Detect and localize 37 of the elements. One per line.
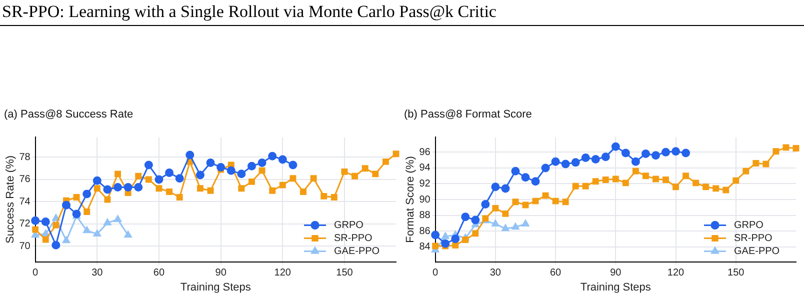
y-axis-title: Format Score (%) bbox=[404, 156, 417, 243]
x-tick-label: 90 bbox=[610, 268, 622, 279]
chart-title: (a) Pass@8 Success Rate bbox=[4, 108, 134, 121]
x-tick-label: 30 bbox=[92, 268, 104, 279]
y-tick-label: 70 bbox=[19, 240, 31, 252]
y-tick-label: 92 bbox=[419, 178, 431, 190]
x-axis-title: Training Steps bbox=[180, 281, 252, 294]
x-tick-label: 0 bbox=[432, 268, 439, 279]
y-tick-label: 84 bbox=[419, 242, 431, 253]
y-tick-label: 78 bbox=[19, 152, 31, 163]
x-tick-label: 150 bbox=[336, 268, 354, 279]
y-tick-label: 96 bbox=[419, 146, 431, 158]
x-tick-label: 60 bbox=[153, 268, 165, 279]
legend-label: GRPO bbox=[334, 220, 364, 232]
legend-label: SR-PPO bbox=[334, 233, 373, 244]
y-tick-label: 76 bbox=[19, 174, 31, 186]
x-tick-label: 0 bbox=[32, 268, 39, 279]
x-tick-label: 30 bbox=[490, 268, 502, 279]
y-tick-label: 72 bbox=[19, 218, 31, 230]
y-axis-title: Success Rate (%) bbox=[4, 155, 17, 244]
y-tick-label: 74 bbox=[19, 196, 31, 208]
x-tick-label: 60 bbox=[550, 268, 562, 279]
x-tick-label: 120 bbox=[667, 268, 685, 279]
legend-label: SR-PPO bbox=[734, 233, 773, 244]
x-axis-title: Training Steps bbox=[580, 281, 652, 294]
legend-label: GAE-PPO bbox=[334, 246, 380, 258]
y-tick-label: 94 bbox=[419, 162, 431, 174]
legend-label: GAE-PPO bbox=[734, 246, 780, 258]
y-tick-label: 90 bbox=[419, 194, 431, 206]
x-tick-label: 90 bbox=[215, 268, 227, 279]
chart-title: (b) Pass@8 Format Score bbox=[404, 108, 532, 121]
y-tick-label: 86 bbox=[419, 226, 431, 237]
y-tick-label: 88 bbox=[419, 210, 431, 222]
text: SR-PPO: Learning with a Single Rollout via Monte Carlo Pass@k Critic bbox=[0, 0, 804, 26]
x-tick-label: 120 bbox=[274, 268, 292, 279]
legend-label: GRPO bbox=[734, 220, 764, 232]
x-tick-label: 150 bbox=[728, 268, 745, 279]
